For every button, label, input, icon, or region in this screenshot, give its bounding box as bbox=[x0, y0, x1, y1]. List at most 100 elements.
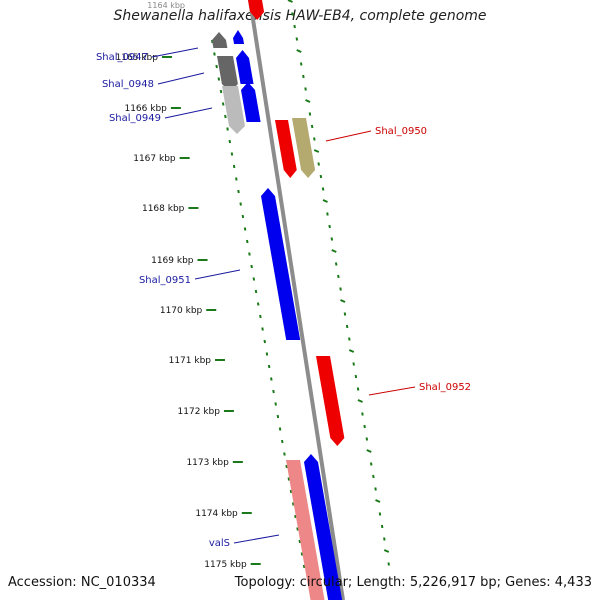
scale-label: 1164 kbp bbox=[147, 1, 185, 10]
tick-mark bbox=[276, 414, 280, 419]
tick-mark bbox=[374, 487, 377, 491]
tick-mark bbox=[334, 262, 338, 266]
tick-mark bbox=[221, 102, 225, 106]
topology-value: circular bbox=[299, 575, 348, 590]
tick-mark bbox=[254, 289, 258, 294]
scale-label: 1174 kbp bbox=[195, 509, 238, 519]
tick-mark bbox=[310, 124, 314, 129]
feature-shal-0950-b bbox=[292, 118, 316, 178]
tick-mark bbox=[235, 177, 238, 181]
tick-mark bbox=[317, 162, 320, 166]
tick-mark bbox=[295, 37, 299, 41]
genes-label: Genes: bbox=[505, 575, 551, 590]
tick-mark bbox=[272, 389, 275, 394]
label-leader-line bbox=[368, 386, 416, 396]
gene-label: valS bbox=[209, 538, 230, 549]
tick-mark bbox=[365, 437, 369, 441]
tick-mark bbox=[293, 24, 296, 29]
tick-mark bbox=[302, 564, 306, 569]
tick-mark bbox=[313, 149, 320, 153]
scale-label: 1165 kbp bbox=[116, 53, 159, 63]
feature-rna bbox=[286, 460, 325, 600]
tick-mark bbox=[300, 552, 304, 556]
gene-features bbox=[212, 0, 345, 600]
tick-mark bbox=[326, 212, 329, 216]
tick-mark bbox=[219, 89, 223, 94]
backbone-line bbox=[248, 0, 345, 600]
tick-mark bbox=[278, 427, 282, 431]
tick-mark bbox=[302, 74, 305, 79]
tick-mark bbox=[246, 239, 249, 244]
genome-backbone bbox=[248, 0, 345, 600]
tick-mark bbox=[215, 64, 218, 69]
feature-shal-0952 bbox=[316, 356, 345, 446]
gene-label: Shal_0947 bbox=[96, 52, 148, 63]
gene-labels: Shal_0947 Shal_0948 Shal_0949 Shal_0950 Shal… bbox=[96, 47, 471, 549]
scale-label: 1175 kbp bbox=[204, 560, 247, 570]
tick-mark bbox=[256, 302, 260, 306]
map-title: Shewanella halifaxensis HAW-EB4, complet… bbox=[113, 8, 487, 24]
genome-stats: Topology: circular; Length: 5,226,917 bp… bbox=[234, 575, 592, 590]
scale-label: 1170 kbp bbox=[160, 306, 203, 316]
tick-mark bbox=[248, 252, 251, 256]
feature-shal-0947 bbox=[233, 30, 245, 44]
tick-mark bbox=[274, 402, 277, 406]
gene-label: Shal_0949 bbox=[109, 113, 161, 124]
tick-mark bbox=[289, 489, 293, 494]
tick-mark bbox=[343, 312, 347, 316]
tick-mark bbox=[298, 539, 302, 544]
gene-label: Shal_0952 bbox=[419, 382, 471, 393]
tick-mark bbox=[304, 87, 307, 91]
label-leader-line bbox=[157, 72, 205, 85]
tick-mark bbox=[319, 174, 323, 179]
tick-mark bbox=[267, 364, 271, 369]
tick-mark bbox=[285, 464, 288, 469]
tick-mark bbox=[287, 477, 291, 481]
tick-mark bbox=[287, 0, 293, 3]
tick-mark bbox=[296, 49, 302, 53]
accession-info: Accession: NC_010334 bbox=[8, 575, 156, 590]
tick-mark bbox=[230, 152, 234, 156]
tick-mark bbox=[372, 474, 375, 479]
tick-mark bbox=[375, 499, 381, 503]
tick-mark bbox=[243, 227, 247, 231]
tick-mark bbox=[352, 362, 355, 366]
tick-mark bbox=[361, 412, 364, 416]
tick-mark bbox=[265, 352, 269, 356]
tick-mark bbox=[345, 324, 349, 329]
tick-mark bbox=[261, 327, 264, 331]
scale-label: 1171 kbp bbox=[169, 356, 212, 366]
feature-shal-0948 bbox=[236, 50, 254, 84]
tick-mark bbox=[363, 424, 366, 429]
tick-mark bbox=[263, 339, 267, 344]
feature-shal-0947-part bbox=[212, 32, 228, 48]
tick-mark bbox=[356, 387, 360, 391]
tick-mark bbox=[321, 187, 325, 191]
scale-label: 1168 kbp bbox=[142, 204, 185, 214]
scale-label: 1166 kbp bbox=[124, 104, 167, 114]
tick-mark bbox=[308, 112, 312, 116]
accession-label: Accession: bbox=[8, 575, 77, 590]
tick-mark bbox=[369, 462, 373, 466]
length-value: 5,226,917 bp bbox=[409, 575, 497, 590]
genes-value: 4,433 bbox=[554, 575, 592, 590]
scale-label: 1173 kbp bbox=[186, 458, 229, 468]
tick-mark bbox=[339, 287, 342, 291]
tick-mark bbox=[228, 139, 232, 144]
gene-label: Shal_0948 bbox=[102, 79, 154, 90]
feature-shal-0949 bbox=[241, 82, 261, 122]
tick-mark bbox=[330, 237, 334, 241]
tick-mark bbox=[366, 449, 372, 453]
tick-mark bbox=[232, 164, 236, 169]
label-leader-line bbox=[151, 47, 199, 58]
scale-label: 1167 kbp bbox=[133, 154, 176, 164]
tick-mark bbox=[226, 127, 229, 131]
tick-mark bbox=[337, 274, 340, 279]
tick-mark bbox=[250, 264, 253, 269]
tick-mark bbox=[357, 399, 363, 403]
feature-shal-0951 bbox=[261, 188, 301, 340]
tick-mark bbox=[348, 337, 351, 341]
gene-label: Shal_0951 bbox=[139, 275, 191, 286]
tick-mark bbox=[224, 114, 227, 119]
